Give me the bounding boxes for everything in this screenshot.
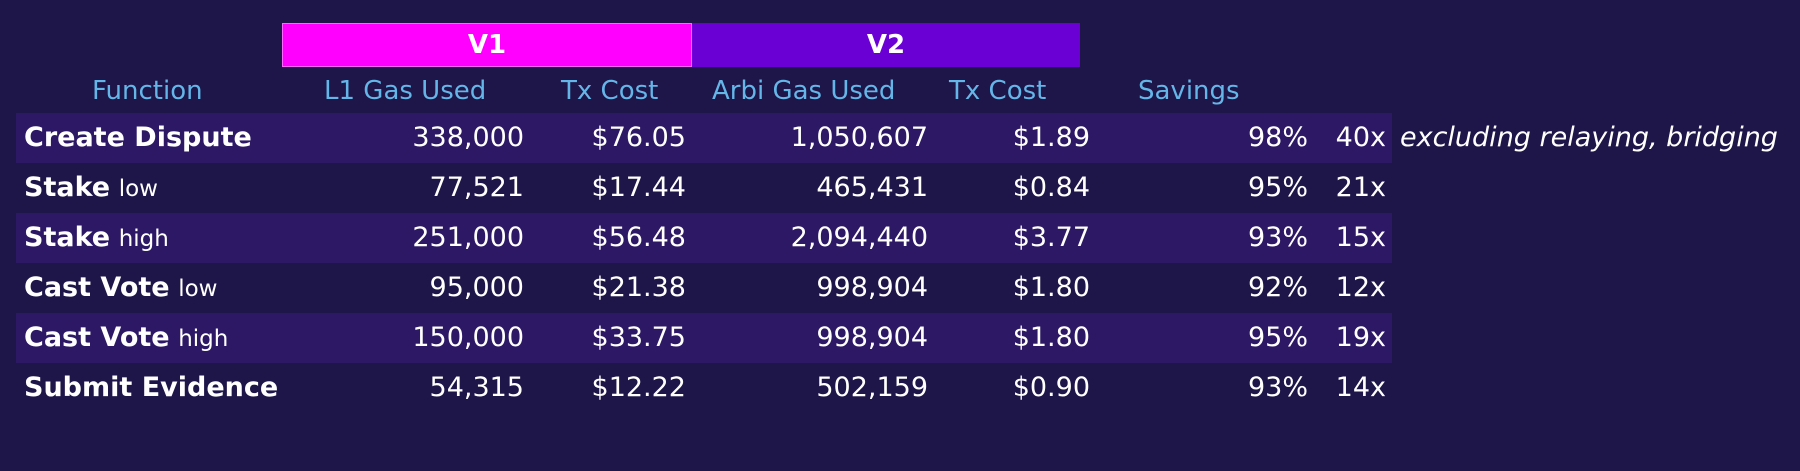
v2-tx-cost-cell: $1.80 <box>1012 272 1090 303</box>
function-cell: Cast Vote high <box>24 313 228 363</box>
table-row: Stake high 251,000 $56.48 2,094,440 $3.7… <box>16 213 1392 263</box>
v1-tx-cost-column-header: Tx Cost <box>561 76 659 106</box>
table-row: Cast Vote low 95,000 $21.38 998,904 $1.8… <box>16 263 1392 313</box>
v2-tx-cost-column-header: Tx Cost <box>949 76 1047 106</box>
v1-tx-cost-cell: $76.05 <box>591 122 686 153</box>
v1-group-header: V1 <box>282 23 692 67</box>
l1-gas-cell: 251,000 <box>412 222 524 253</box>
function-cell: Create Dispute <box>24 113 252 163</box>
function-name: Cast Vote <box>24 272 170 303</box>
v2-tx-cost-cell: $0.90 <box>1012 372 1090 403</box>
v2-group-header: V2 <box>692 23 1080 67</box>
savings-percent-cell: 95% <box>1247 322 1308 353</box>
l1-gas-cell: 95,000 <box>429 272 524 303</box>
l1-gas-cell: 54,315 <box>429 372 524 403</box>
savings-percent-cell: 95% <box>1247 172 1308 203</box>
v2-tx-cost-cell: $1.89 <box>1012 122 1090 153</box>
function-variant: high <box>178 326 229 352</box>
savings-factor-cell: 21x <box>1335 172 1386 203</box>
table-row: Cast Vote high 150,000 $33.75 998,904 $1… <box>16 313 1392 363</box>
savings-factor-cell: 15x <box>1335 222 1386 253</box>
savings-factor-cell: 19x <box>1335 322 1386 353</box>
v2-tx-cost-cell: $1.80 <box>1012 322 1090 353</box>
l1-gas-column-header: L1 Gas Used <box>324 76 487 106</box>
arbi-gas-column-header: Arbi Gas Used <box>712 76 896 106</box>
table-row: Stake low 77,521 $17.44 465,431 $0.84 95… <box>16 163 1392 213</box>
savings-percent-cell: 93% <box>1247 372 1308 403</box>
savings-column-header: Savings <box>1138 76 1240 106</box>
function-variant: high <box>118 226 169 252</box>
function-variant: low <box>178 276 218 302</box>
function-cell: Submit Evidence <box>24 363 278 413</box>
arbi-gas-cell: 502,159 <box>816 372 928 403</box>
v1-tx-cost-cell: $21.38 <box>591 272 686 303</box>
arbi-gas-cell: 998,904 <box>816 272 928 303</box>
function-cell: Cast Vote low <box>24 263 217 313</box>
function-name: Create Dispute <box>24 122 252 153</box>
row-note: excluding relaying, bridging <box>1400 122 1778 153</box>
savings-percent-cell: 98% <box>1247 122 1308 153</box>
v1-tx-cost-cell: $17.44 <box>591 172 686 203</box>
function-name: Cast Vote <box>24 322 170 353</box>
function-cell: Stake high <box>24 213 169 263</box>
function-cell: Stake low <box>24 163 158 213</box>
v2-tx-cost-cell: $0.84 <box>1012 172 1090 203</box>
function-name: Submit Evidence <box>24 372 279 403</box>
arbi-gas-cell: 2,094,440 <box>790 222 928 253</box>
v1-tx-cost-cell: $33.75 <box>591 322 686 353</box>
v1-tx-cost-cell: $56.48 <box>591 222 686 253</box>
savings-percent-cell: 93% <box>1247 222 1308 253</box>
l1-gas-cell: 150,000 <box>412 322 524 353</box>
arbi-gas-cell: 465,431 <box>816 172 928 203</box>
table-row: Create Dispute 338,000 $76.05 1,050,607 … <box>16 113 1392 163</box>
savings-factor-cell: 40x <box>1335 122 1386 153</box>
l1-gas-cell: 77,521 <box>429 172 524 203</box>
savings-factor-cell: 12x <box>1335 272 1386 303</box>
l1-gas-cell: 338,000 <box>412 122 524 153</box>
v2-tx-cost-cell: $3.77 <box>1012 222 1090 253</box>
arbi-gas-cell: 998,904 <box>816 322 928 353</box>
savings-percent-cell: 92% <box>1247 272 1308 303</box>
function-column-header: Function <box>92 76 203 106</box>
v1-tx-cost-cell: $12.22 <box>591 372 686 403</box>
savings-factor-cell: 14x <box>1335 372 1386 403</box>
function-name: Stake <box>24 222 111 253</box>
function-variant: low <box>118 176 158 202</box>
table-row: Submit Evidence 54,315 $12.22 502,159 $0… <box>16 363 1392 413</box>
arbi-gas-cell: 1,050,607 <box>790 122 928 153</box>
function-name: Stake <box>24 172 111 203</box>
